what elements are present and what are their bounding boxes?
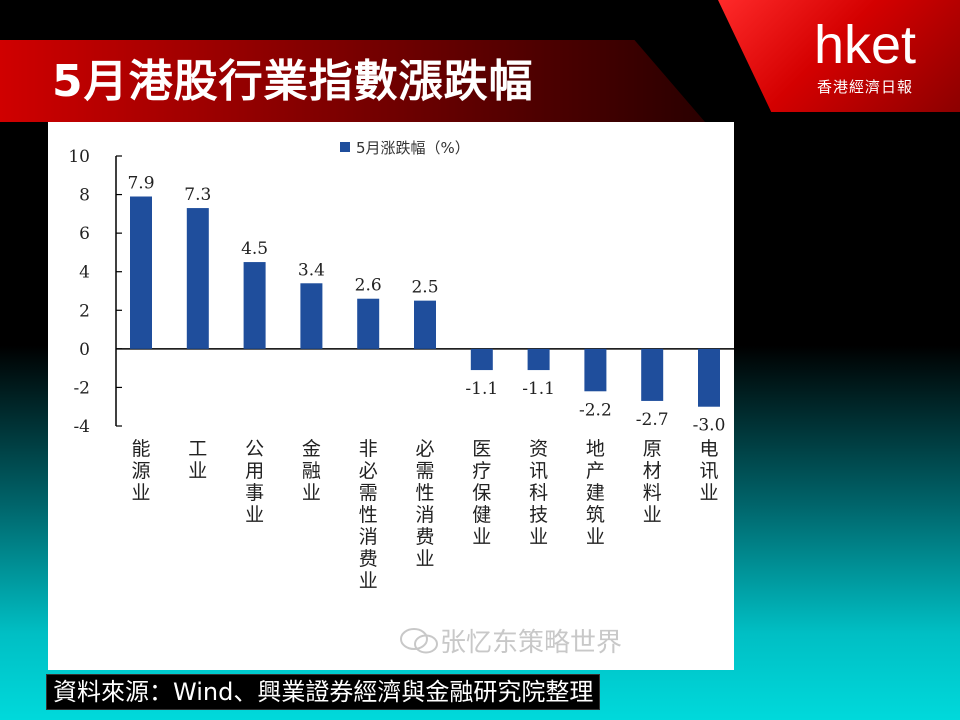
y-tick-label: -2 [73, 378, 90, 398]
chart-panel: 5月涨跌幅（%） 10 8 6 4 2 0 -2 -4 7.9 能源业 7.3 工业 4.5 公用事业 3.4… [48, 122, 734, 670]
category-label: 医疗保健业 [472, 438, 491, 548]
category-label: 工业 [188, 438, 207, 482]
category-label: 能源业 [131, 438, 150, 504]
category-label: 电讯业 [699, 438, 718, 504]
y-tick-label: -4 [73, 417, 90, 437]
category-label: 资讯科技业 [529, 438, 548, 548]
data-label: -2.2 [579, 400, 612, 420]
watermark-text: 张忆东策略世界 [440, 628, 623, 658]
data-label: 4.5 [241, 239, 268, 259]
bar [641, 348, 664, 401]
bar [300, 283, 323, 349]
bar [527, 348, 550, 371]
data-label: 2.5 [411, 278, 438, 298]
source-note: 資料來源：Wind、興業證券經濟與金融研究院整理 [46, 674, 601, 710]
bar [470, 348, 493, 371]
category-label: 必需性消费业 [415, 438, 434, 570]
bar-chart: 5月涨跌幅（%） 10 8 6 4 2 0 -2 -4 7.9 能源业 7.3 工业 4.5 公用事业 3.4… [68, 139, 734, 592]
data-label: 7.9 [127, 174, 154, 194]
category-label: 公用事业 [245, 438, 264, 526]
bar [243, 262, 266, 349]
brand-subtitle: 香港經濟日報 [816, 78, 913, 96]
y-tick-label: 6 [79, 224, 90, 244]
data-label: -2.7 [636, 410, 669, 430]
data-label: 3.4 [298, 260, 325, 280]
data-label: -1.1 [522, 379, 555, 399]
bar [414, 300, 436, 349]
y-tick-label: 10 [68, 147, 90, 167]
data-label: 7.3 [184, 185, 211, 205]
category-label: 地产建筑业 [586, 438, 605, 548]
category-label: 金融业 [302, 438, 321, 504]
brand-logo: hket [813, 15, 917, 75]
y-tick-label: 0 [79, 340, 90, 360]
data-label: -1.1 [465, 379, 498, 399]
data-label: 2.6 [355, 276, 382, 296]
page-title: 5月港股行業指數漲跌幅 [52, 56, 534, 107]
bar [186, 208, 209, 349]
bar [698, 348, 720, 407]
y-tick-label: 8 [79, 186, 90, 206]
category-label: 非必需性消费业 [359, 438, 378, 592]
y-tick-label: 2 [79, 301, 90, 321]
bar [584, 348, 607, 392]
legend-swatch [340, 142, 350, 152]
wechat-icon [400, 628, 438, 654]
data-label: -3.0 [693, 416, 726, 436]
legend-label: 5月涨跌幅（%） [356, 139, 470, 157]
header-band [0, 40, 705, 122]
y-tick-label: 4 [79, 263, 90, 283]
bar [130, 196, 152, 349]
watermark: 张忆东策略世界 [392, 622, 622, 659]
category-label: 原材料业 [643, 438, 662, 526]
bar [357, 298, 380, 349]
